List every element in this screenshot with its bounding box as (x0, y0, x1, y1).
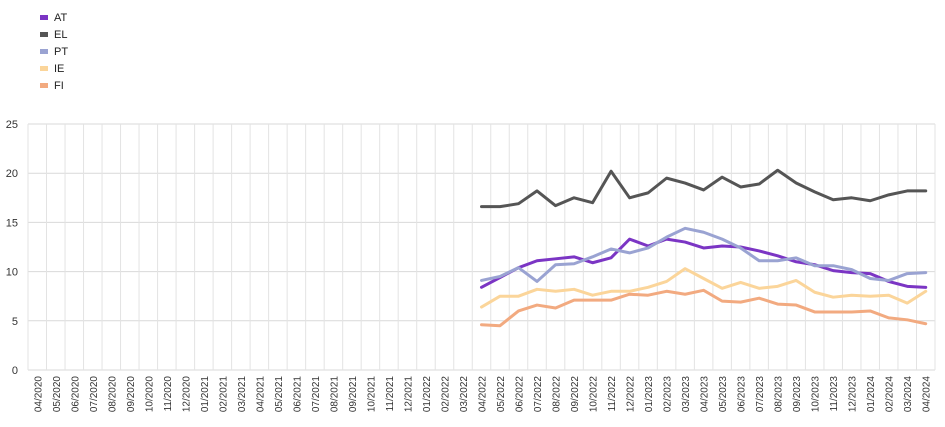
x-tick-label: 02/2022 (440, 376, 451, 413)
x-tick-label: 01/2022 (422, 376, 433, 413)
series-line-el (480, 168, 928, 209)
series-line-at (480, 237, 928, 289)
x-tick-label: 12/2021 (403, 376, 414, 413)
series-line-pt (480, 226, 928, 283)
legend-item-fi: FI (40, 77, 68, 94)
legend-label: FI (54, 79, 64, 92)
x-tick-label: 08/2022 (552, 376, 563, 413)
x-tick-label: 03/2023 (681, 376, 692, 413)
x-tick-label: 09/2022 (570, 376, 581, 413)
x-tick-label: 10/2020 (144, 376, 155, 413)
x-tick-label: 04/2020 (33, 376, 44, 413)
y-tick-label: 25 (6, 119, 18, 131)
chart-legend: AT EL PT IE FI (40, 9, 68, 94)
series-line-fi (480, 288, 928, 328)
legend-item-pt: PT (40, 43, 68, 60)
y-tick-label: 0 (12, 365, 18, 377)
x-tick-label: 06/2021 (292, 376, 303, 413)
x-tick-label: 04/2022 (478, 376, 489, 413)
x-tick-label: 07/2022 (533, 376, 544, 413)
x-tick-label: 11/2023 (829, 376, 840, 412)
x-tick-label: 11/2021 (385, 376, 396, 412)
x-tick-label: 06/2020 (70, 376, 81, 413)
x-tick-label: 03/2024 (903, 376, 914, 413)
x-tick-label: 10/2021 (366, 376, 377, 413)
legend-swatch (40, 32, 48, 37)
x-tick-label: 06/2023 (737, 376, 748, 413)
x-tick-label: 10/2023 (811, 376, 822, 413)
series-line-ie (480, 267, 928, 309)
x-tick-label: 09/2023 (792, 376, 803, 413)
x-tick-label: 05/2020 (52, 376, 63, 413)
x-tick-label: 11/2022 (607, 376, 618, 412)
y-tick-label: 20 (6, 168, 18, 180)
x-tick-label: 07/2021 (311, 376, 322, 413)
legend-swatch (40, 83, 48, 88)
legend-label: EL (54, 28, 68, 41)
legend-label: IE (54, 62, 65, 75)
x-tick-label: 01/2023 (644, 376, 655, 413)
y-tick-label: 15 (6, 217, 18, 229)
series-lines (480, 168, 928, 328)
x-tick-label: 02/2021 (218, 376, 229, 413)
x-tick-label: 12/2020 (181, 376, 192, 413)
x-axis-ticks: 04/2020 05/2020 06/2020 07/2020 08/2020 09/20… (33, 376, 932, 413)
x-tick-label: 12/2022 (626, 376, 637, 413)
x-tick-label: 05/2023 (718, 376, 729, 413)
x-tick-label: 10/2022 (589, 376, 600, 413)
x-tick-label: 08/2020 (107, 376, 118, 413)
x-tick-label: 09/2021 (348, 376, 359, 413)
x-tick-label: 05/2022 (496, 376, 507, 413)
legend-swatch (40, 66, 48, 71)
x-tick-label: 08/2023 (774, 376, 785, 413)
x-tick-label: 01/2021 (200, 376, 211, 413)
x-tick-label: 09/2020 (126, 376, 137, 413)
x-tick-label: 12/2023 (848, 376, 859, 413)
x-tick-label: 04/2021 (255, 376, 266, 413)
x-tick-label: 02/2024 (885, 376, 896, 413)
x-tick-label: 03/2022 (459, 376, 470, 413)
x-tick-label: 07/2020 (89, 376, 100, 413)
legend-label: AT (54, 11, 68, 24)
gridlines (27, 123, 936, 371)
legend-swatch (40, 15, 48, 20)
y-tick-label: 5 (12, 316, 18, 328)
y-tick-label: 10 (6, 267, 18, 279)
legend-item-at: AT (40, 9, 68, 26)
legend-item-ie: IE (40, 60, 68, 77)
x-tick-label: 04/2024 (922, 376, 933, 413)
x-tick-label: 01/2024 (866, 376, 877, 413)
x-tick-label: 04/2023 (700, 376, 711, 413)
x-tick-label: 07/2023 (755, 376, 766, 413)
x-tick-label: 03/2021 (237, 376, 248, 413)
x-tick-label: 05/2021 (274, 376, 285, 413)
legend-swatch (40, 49, 48, 54)
x-tick-label: 08/2021 (329, 376, 340, 413)
x-tick-label: 02/2023 (663, 376, 674, 413)
legend-label: PT (54, 45, 69, 58)
y-axis-ticks: 0 5 10 15 20 25 (6, 119, 18, 377)
legend-item-el: EL (40, 26, 68, 43)
x-tick-label: 11/2020 (163, 376, 174, 412)
x-tick-label: 06/2022 (515, 376, 526, 413)
